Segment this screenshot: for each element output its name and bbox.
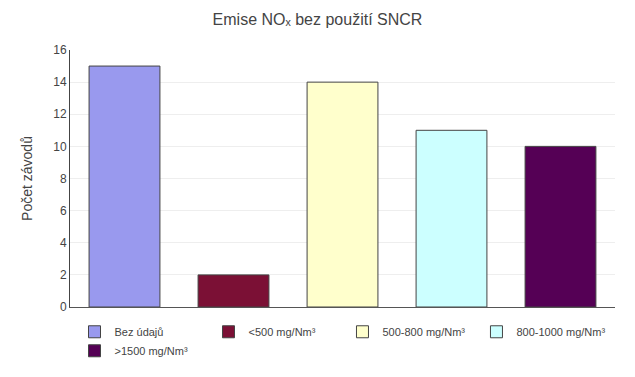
svg-text:800-1000 mg/Nm³: 800-1000 mg/Nm³	[516, 326, 605, 338]
svg-text:6: 6	[60, 204, 67, 218]
svg-text:Emise NOₓ bez použití SNCR: Emise NOₓ bez použití SNCR	[213, 11, 423, 28]
svg-text:>1500 mg/Nm³: >1500 mg/Nm³	[115, 345, 188, 357]
svg-text:14: 14	[53, 75, 67, 89]
svg-text:16: 16	[53, 43, 67, 57]
svg-text:Počet závodů: Počet závodů	[19, 136, 35, 221]
svg-text:0: 0	[60, 300, 67, 314]
svg-text:500-800 mg/Nm³: 500-800 mg/Nm³	[382, 326, 465, 338]
svg-text:<500 mg/Nm³: <500 mg/Nm³	[248, 326, 315, 338]
svg-text:4: 4	[60, 236, 67, 250]
svg-text:2: 2	[60, 268, 67, 282]
svg-text:8: 8	[60, 172, 67, 186]
svg-text:10: 10	[53, 140, 67, 154]
svg-text:12: 12	[53, 107, 67, 121]
svg-text:Bez údajů: Bez údajů	[115, 326, 164, 338]
